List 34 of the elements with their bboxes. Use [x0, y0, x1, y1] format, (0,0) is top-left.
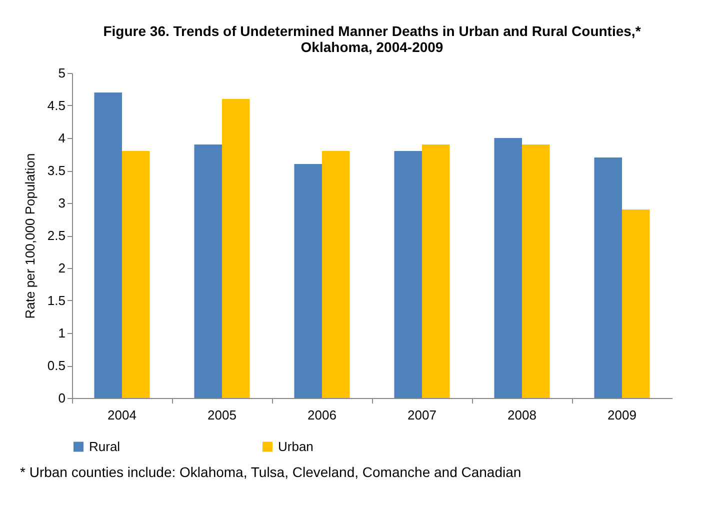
- x-tick-label: 2004: [108, 408, 136, 422]
- legend-label: Rural: [89, 438, 120, 454]
- bar: [94, 92, 122, 398]
- legend-label: Urban: [278, 438, 314, 454]
- bar: [294, 164, 322, 398]
- y-tick-label: 2.5: [47, 228, 66, 243]
- bar: [494, 138, 522, 398]
- x-tick-label: 2007: [408, 408, 436, 422]
- y-tick-label: 2: [58, 260, 66, 276]
- y-axis-title: Rate per 100,000 Population: [22, 153, 38, 319]
- y-tick-label: 3.5: [47, 163, 66, 178]
- y-tick-label: 1.5: [47, 293, 66, 308]
- bar: [322, 151, 350, 398]
- y-tick-label: 1: [58, 326, 66, 340]
- x-tick-label: 2006: [308, 408, 336, 422]
- x-tick-label: 2009: [608, 408, 636, 422]
- x-tick-label: 2008: [508, 408, 536, 422]
- bar: [394, 151, 422, 398]
- bar: [222, 99, 250, 398]
- y-tick-label: 3: [58, 196, 66, 210]
- bar: [122, 151, 150, 398]
- y-tick-label: 5: [58, 66, 66, 80]
- bar: [522, 144, 550, 398]
- text: * Urban counties include: Oklahoma, Tulsa, Cleveland, Comanche and Canadian: [20, 464, 522, 480]
- bar: [622, 210, 650, 398]
- x-tick-label: 2005: [208, 408, 236, 422]
- bar: [594, 158, 622, 398]
- y-tick-label: 0.5: [47, 358, 66, 373]
- y-tick-label: 4: [58, 130, 66, 146]
- chart-title: Figure 36. Trends of Undetermined Manner Deaths in Urban and Rural Counties,* Oklahoma, 2004-2009: [103, 23, 642, 55]
- y-tick-label: 4.5: [47, 98, 66, 113]
- bar: [194, 144, 222, 398]
- y-tick-label: 0: [58, 390, 66, 406]
- bar: [422, 144, 450, 398]
